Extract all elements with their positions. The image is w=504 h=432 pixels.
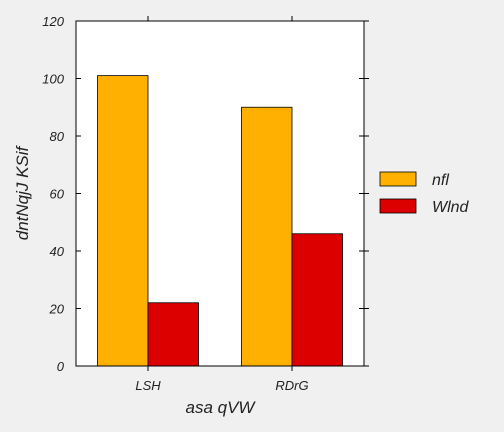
legend-swatch-nfl [379,171,417,187]
y-axis-label: dntNqjJ KSif [13,144,32,240]
bar-nfl-LSH [97,75,149,367]
x-tick-label: LSH [135,378,161,393]
y-tick-label: 0 [57,359,65,374]
legend: nfl Wlnd [379,171,470,216]
legend-label-nfl: nfl [432,172,449,189]
bar-Wlnd-RDrG [291,233,343,367]
x-tick-label: RDrG [275,378,308,393]
x-axis-ticks: LSH RDrG [135,16,309,393]
x-axis-label: asa qVW [186,398,257,417]
legend-swatch-Wlnd [379,198,417,214]
y-axis-ticks: 0 20 40 60 80 100 120 [42,14,369,374]
bar-Wlnd-LSH [147,302,199,367]
legend-label-Wlnd: Wlnd [432,199,470,216]
y-tick-label: 80 [50,129,65,144]
y-tick-label: 100 [42,72,64,87]
bars-group [97,75,343,367]
y-tick-label: 40 [50,244,65,259]
bar-nfl-RDrG [241,106,293,367]
y-tick-label: 20 [49,302,65,317]
y-tick-label: 60 [50,187,65,202]
y-tick-label: 120 [42,14,64,29]
